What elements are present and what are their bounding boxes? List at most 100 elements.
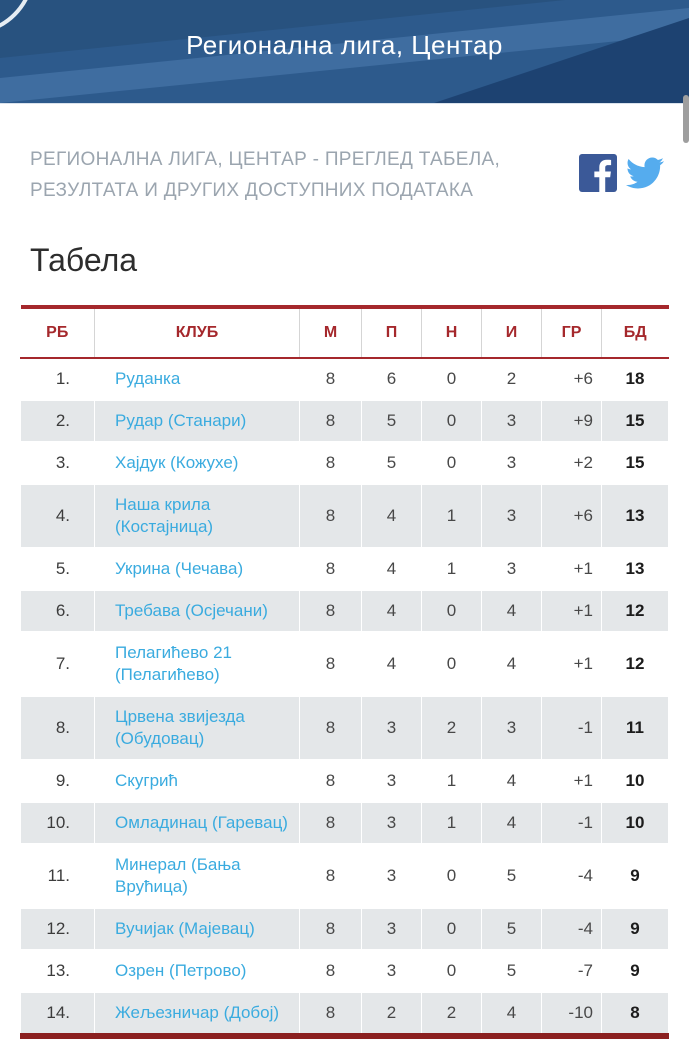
table-row: 6. Требава (Осјечани) 8 4 0 4 +1 12 xyxy=(20,590,669,632)
wins-cell: 3 xyxy=(361,908,422,950)
losses-cell: 3 xyxy=(481,696,542,760)
goal-difference-cell: +6 xyxy=(541,358,602,400)
matches-cell: 8 xyxy=(299,802,362,844)
table-body: 1. Руданка 8 6 0 2 +6 18 2. Рудар (Стана… xyxy=(20,358,669,1036)
table-row: 4. Наша крила (Костајница) 8 4 1 3 +6 13 xyxy=(20,484,669,548)
column-header: М xyxy=(299,307,362,359)
table-row: 13. Озрен (Петрово) 8 3 0 5 -7 9 xyxy=(20,950,669,992)
points-cell: 18 xyxy=(601,358,669,400)
wins-cell: 4 xyxy=(361,590,422,632)
club-cell: Руданка xyxy=(94,358,300,400)
club-link[interactable]: Требава (Осјечани) xyxy=(115,601,268,620)
rank-cell: 5. xyxy=(20,548,95,590)
goal-difference-cell: +1 xyxy=(541,548,602,590)
rank-cell: 11. xyxy=(20,844,95,908)
club-link[interactable]: Црвена звијезда (Обудовац) xyxy=(115,707,245,748)
losses-cell: 4 xyxy=(481,802,542,844)
rank-cell: 8. xyxy=(20,696,95,760)
losses-cell: 4 xyxy=(481,760,542,802)
club-link[interactable]: Наша крила (Костајница) xyxy=(115,495,214,536)
club-cell: Требава (Осјечани) xyxy=(94,590,300,632)
wins-cell: 5 xyxy=(361,442,422,484)
goal-difference-cell: -4 xyxy=(541,908,602,950)
column-header: И xyxy=(481,307,542,359)
points-cell: 15 xyxy=(601,442,669,484)
wins-cell: 3 xyxy=(361,696,422,760)
matches-cell: 8 xyxy=(299,548,362,590)
column-header: П xyxy=(361,307,422,359)
points-cell: 15 xyxy=(601,400,669,442)
club-link[interactable]: Пелагићево 21 (Пелагићево) xyxy=(115,643,233,684)
club-link[interactable]: Укрина (Чечава) xyxy=(115,559,244,578)
points-cell: 9 xyxy=(601,844,669,908)
draws-cell: 1 xyxy=(421,802,482,844)
column-header: Н xyxy=(421,307,482,359)
wins-cell: 3 xyxy=(361,760,422,802)
matches-cell: 8 xyxy=(299,844,362,908)
column-header: БД xyxy=(601,307,669,359)
club-cell: Минерал (Бања Врућица) xyxy=(94,844,300,908)
wins-cell: 3 xyxy=(361,844,422,908)
draws-cell: 0 xyxy=(421,400,482,442)
rank-cell: 12. xyxy=(20,908,95,950)
club-link[interactable]: Руданка xyxy=(115,369,181,388)
table-row: 1. Руданка 8 6 0 2 +6 18 xyxy=(20,358,669,400)
table-row: 8. Црвена звијезда (Обудовац) 8 3 2 3 -1… xyxy=(20,696,669,760)
matches-cell: 8 xyxy=(299,358,362,400)
matches-cell: 8 xyxy=(299,590,362,632)
losses-cell: 5 xyxy=(481,844,542,908)
table-row: 5. Укрина (Чечава) 8 4 1 3 +1 13 xyxy=(20,548,669,590)
losses-cell: 4 xyxy=(481,992,542,1036)
draws-cell: 2 xyxy=(421,696,482,760)
standings-table: РБ КЛУБ М П Н И ГР БД 1. Руданка 8 6 0 2 +6 18 … xyxy=(20,305,669,1039)
facebook-icon[interactable] xyxy=(579,154,617,192)
goal-difference-cell: -10 xyxy=(541,992,602,1036)
club-link[interactable]: Вучијак (Мајевац) xyxy=(115,919,255,938)
club-cell: Хајдук (Кожухе) xyxy=(94,442,300,484)
club-link[interactable]: Минерал (Бања Врућица) xyxy=(115,855,241,896)
goal-difference-cell: +1 xyxy=(541,632,602,696)
goal-difference-cell: +1 xyxy=(541,590,602,632)
rank-cell: 7. xyxy=(20,632,95,696)
club-link[interactable]: Жељезничар (Добој) xyxy=(115,1003,280,1022)
matches-cell: 8 xyxy=(299,696,362,760)
draws-cell: 0 xyxy=(421,844,482,908)
standings-table-container: РБ КЛУБ М П Н И ГР БД 1. Руданка 8 6 0 2 +6 18 … xyxy=(20,305,669,1039)
points-cell: 13 xyxy=(601,548,669,590)
points-cell: 9 xyxy=(601,950,669,992)
losses-cell: 4 xyxy=(481,632,542,696)
club-link[interactable]: Хајдук (Кожухе) xyxy=(115,453,239,472)
points-cell: 13 xyxy=(601,484,669,548)
matches-cell: 8 xyxy=(299,992,362,1036)
rank-cell: 10. xyxy=(20,802,95,844)
points-cell: 12 xyxy=(601,590,669,632)
wins-cell: 3 xyxy=(361,950,422,992)
twitter-icon[interactable] xyxy=(622,154,668,192)
club-link[interactable]: Озрен (Петрово) xyxy=(115,961,247,980)
page-header-banner: Регионална лига, Центар xyxy=(0,0,689,104)
page-title: Регионална лига, Центар xyxy=(186,30,503,60)
club-link[interactable]: Рудар (Станари) xyxy=(115,411,247,430)
scrollbar-thumb[interactable] xyxy=(683,95,689,143)
draws-cell: 0 xyxy=(421,590,482,632)
matches-cell: 8 xyxy=(299,632,362,696)
goal-difference-cell: -1 xyxy=(541,696,602,760)
draws-cell: 2 xyxy=(421,992,482,1036)
points-cell: 10 xyxy=(601,760,669,802)
table-row: 14. Жељезничар (Добој) 8 2 2 4 -10 8 xyxy=(20,992,669,1036)
matches-cell: 8 xyxy=(299,950,362,992)
rank-cell: 3. xyxy=(20,442,95,484)
club-link[interactable]: Омладинац (Гаревац) xyxy=(115,813,288,832)
goal-difference-cell: -7 xyxy=(541,950,602,992)
table-row: 12. Вучијак (Мајевац) 8 3 0 5 -4 9 xyxy=(20,908,669,950)
wins-cell: 2 xyxy=(361,992,422,1036)
goal-difference-cell: -4 xyxy=(541,844,602,908)
draws-cell: 0 xyxy=(421,632,482,696)
club-link[interactable]: Скугрић xyxy=(115,771,179,790)
rank-cell: 13. xyxy=(20,950,95,992)
draws-cell: 1 xyxy=(421,760,482,802)
wins-cell: 5 xyxy=(361,400,422,442)
wins-cell: 6 xyxy=(361,358,422,400)
losses-cell: 5 xyxy=(481,950,542,992)
goal-difference-cell: -1 xyxy=(541,802,602,844)
